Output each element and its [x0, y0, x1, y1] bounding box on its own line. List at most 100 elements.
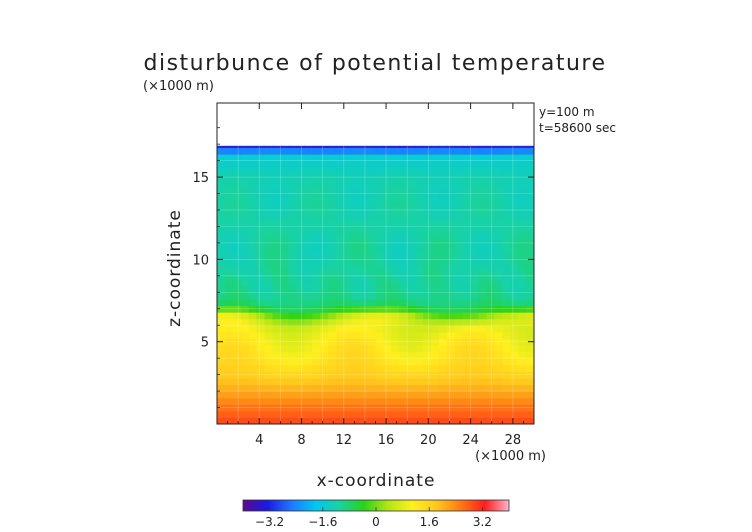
- heatmap-cell: [312, 147, 321, 155]
- heatmap-cell: [375, 305, 385, 313]
- heatmap-cell: [367, 246, 377, 254]
- heatmap-cell: [518, 160, 527, 168]
- heatmap-cell: [296, 206, 305, 214]
- heatmap-cell: [375, 160, 385, 168]
- heatmap-cell: [272, 305, 281, 313]
- heatmap-cell: [446, 213, 456, 221]
- heatmap-cell: [217, 167, 226, 175]
- heatmap-cell: [264, 145, 274, 149]
- heatmap-cell: [486, 404, 495, 412]
- heatmap-cell: [335, 377, 345, 386]
- heatmap-cell: [320, 344, 329, 353]
- heatmap-cell: [224, 239, 234, 247]
- heatmap-cell: [423, 272, 432, 280]
- heatmap-cell: [280, 338, 289, 346]
- heatmap-cell: [462, 318, 472, 326]
- heatmap-cell: [343, 259, 353, 267]
- heatmap-cell: [312, 246, 321, 254]
- heatmap-cell: [407, 377, 416, 386]
- heatmap-cell: [446, 200, 456, 208]
- heatmap-cell: [264, 219, 274, 228]
- heatmap-cell: [438, 213, 448, 221]
- heatmap-cell: [224, 364, 234, 372]
- heatmap-cell: [407, 206, 416, 214]
- heatmap-cell: [407, 410, 416, 419]
- heatmap-cell: [304, 410, 313, 419]
- heatmap-cell: [510, 377, 519, 386]
- heatmap-cell: [502, 318, 511, 326]
- heatmap-cell: [217, 160, 226, 168]
- heatmap-cell: [343, 331, 353, 339]
- heatmap-cell: [327, 160, 337, 168]
- heatmap-cell: [335, 312, 345, 320]
- heatmap-cell: [478, 272, 488, 280]
- heatmap-cell: [415, 344, 424, 353]
- heatmap-cell: [288, 246, 297, 254]
- heatmap-cell: [494, 404, 503, 412]
- heatmap-cell: [446, 305, 456, 313]
- heatmap-cell: [375, 371, 385, 379]
- heatmap-cell: [438, 371, 448, 379]
- heatmap-cell: [248, 417, 258, 424]
- heatmap-cell: [494, 145, 503, 149]
- heatmap-cell: [304, 246, 313, 254]
- heatmap-cell: [375, 167, 385, 175]
- heatmap-cell: [280, 404, 289, 412]
- heatmap-cell: [351, 160, 361, 168]
- heatmap-cell: [304, 173, 313, 181]
- heatmap-cell: [343, 318, 353, 326]
- heatmap-cell: [446, 233, 456, 241]
- heatmap-cell: [256, 239, 266, 247]
- heatmap-cell: [351, 180, 361, 188]
- heatmap-cell: [335, 213, 345, 221]
- heatmap-cell: [240, 338, 250, 346]
- heatmap-cell: [351, 371, 361, 379]
- heatmap-cell: [526, 298, 534, 307]
- heatmap-cell: [486, 391, 495, 399]
- heatmap-cell: [399, 219, 408, 228]
- heatmap-cell: [351, 305, 361, 313]
- heatmap-cell: [217, 272, 226, 280]
- heatmap-cell: [446, 265, 456, 274]
- heatmap-cell: [280, 358, 289, 366]
- heatmap-cell: [240, 167, 250, 175]
- heatmap-cell: [518, 180, 527, 188]
- heatmap-cell: [510, 371, 519, 379]
- heatmap-cell: [272, 364, 281, 372]
- heatmap-cell: [510, 384, 519, 392]
- heatmap-cell: [272, 338, 281, 346]
- heatmap-cell: [296, 200, 305, 208]
- heatmap-cell: [296, 259, 305, 267]
- heatmap-cell: [399, 318, 408, 326]
- heatmap-cell: [256, 180, 266, 188]
- heatmap-cell: [494, 206, 503, 214]
- heatmap-cell: [264, 213, 274, 221]
- heatmap-cell: [415, 417, 424, 424]
- heatmap-cell: [272, 226, 281, 234]
- heatmap-cell: [256, 391, 266, 399]
- heatmap-cell: [438, 186, 448, 195]
- heatmap-cell: [280, 252, 289, 260]
- heatmap-cell: [327, 167, 337, 175]
- heatmap-cell: [454, 312, 464, 320]
- heatmap-cell: [320, 285, 329, 293]
- heatmap-cell: [399, 200, 408, 208]
- heatmap-cell: [494, 410, 503, 419]
- heatmap-cell: [399, 391, 408, 399]
- heatmap-cell: [399, 167, 408, 175]
- heatmap-cell: [272, 298, 281, 307]
- heatmap-cell: [462, 259, 472, 267]
- heatmap-cell: [462, 272, 472, 280]
- heatmap-cell: [240, 397, 250, 405]
- x-tick-label: 24: [462, 433, 479, 448]
- heatmap-cell: [462, 371, 472, 379]
- heatmap-cell: [407, 180, 416, 188]
- heatmap-cell: [486, 259, 495, 267]
- heatmap-cell: [217, 404, 226, 412]
- heatmap-cell: [256, 331, 266, 339]
- heatmap-cell: [438, 305, 448, 313]
- heatmap-cell: [399, 417, 408, 424]
- heatmap-cell: [248, 252, 258, 260]
- heatmap-cell: [407, 331, 416, 339]
- heatmap-cell: [343, 160, 353, 168]
